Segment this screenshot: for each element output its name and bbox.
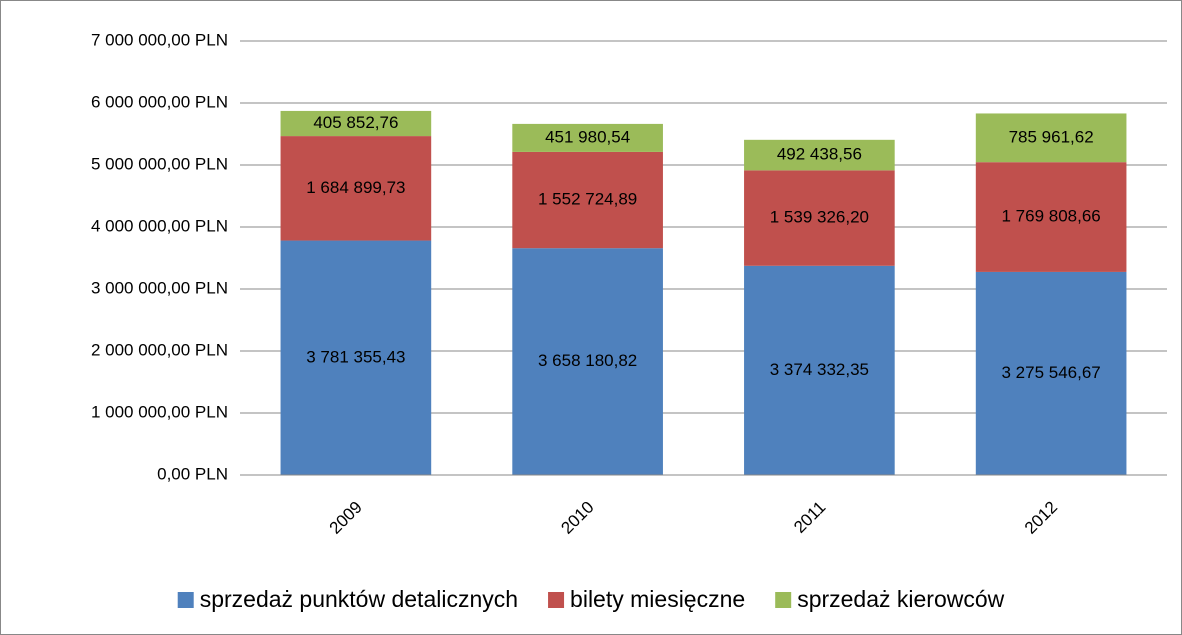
bar-segment [512,151,663,249]
data-label: 3 781 355,43 [306,347,405,366]
bar-segment [280,136,432,241]
bar-segment [975,113,1127,163]
legend-swatch [177,592,194,608]
y-tick-label: 5 000 000,00 PLN [91,154,228,173]
data-label: 3 275 546,67 [1001,363,1100,382]
legend-label: sprzedaż punktów detalicznych [200,586,518,612]
data-label: 1 552 724,89 [538,190,637,209]
bar-segment [744,139,895,171]
y-tick-label: 6 000 000,00 PLN [91,92,228,111]
data-label: 451 980,54 [545,127,630,146]
bar-segment [512,123,663,152]
data-label: 785 961,62 [1009,127,1094,146]
legend-label: sprzedaż kierowców [797,586,1004,612]
legend-swatch [548,592,565,608]
bar-segment [744,170,895,266]
bar-segment [280,110,432,137]
y-tick-label: 1 000 000,00 PLN [91,402,228,421]
y-tick-label: 0,00 PLN [157,464,228,483]
data-label: 492 438,56 [777,145,862,164]
data-label: 405 852,76 [313,113,398,132]
y-tick-label: 7 000 000,00 PLN [91,30,228,49]
y-tick-label: 3 000 000,00 PLN [91,278,228,297]
bar-segment [512,248,663,475]
bar-segment [975,162,1127,272]
data-label: 3 658 180,82 [538,351,637,370]
data-label: 3 374 332,35 [770,360,869,379]
bar-segment [280,240,432,475]
data-label: 1 684 899,73 [306,178,405,197]
legend-swatch [775,592,792,608]
y-tick-label: 2 000 000,00 PLN [91,340,228,359]
bar-segment [975,271,1127,475]
y-tick-label: 4 000 000,00 PLN [91,216,228,235]
bar-segment [744,265,895,475]
data-label: 1 769 808,66 [1001,207,1100,226]
legend-label: bilety miesięczne [570,586,745,612]
data-label: 1 539 326,20 [770,208,869,227]
